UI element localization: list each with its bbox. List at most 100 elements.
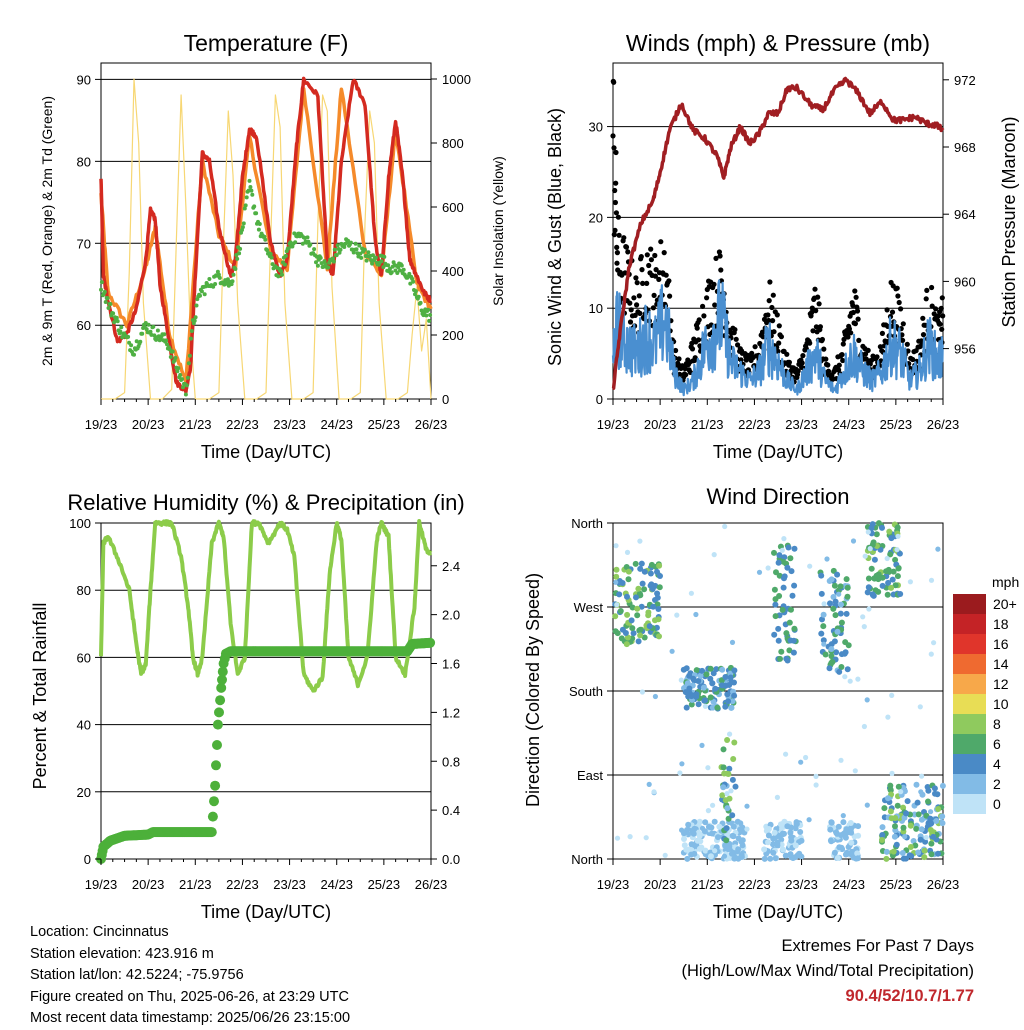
direction-point (712, 685, 719, 692)
direction-point (900, 855, 907, 862)
direction-point (824, 556, 830, 562)
direction-point (928, 851, 935, 858)
gust-point (874, 354, 880, 360)
direction-point (707, 694, 714, 701)
gust-point (850, 302, 856, 308)
data-point (332, 247, 337, 252)
winds-series (610, 76, 946, 397)
direction-point (641, 586, 648, 593)
direction-point (774, 842, 781, 849)
y2-tick-label: 960 (954, 274, 976, 289)
gust-point (895, 293, 901, 299)
direction-point (720, 746, 727, 753)
gust-point (692, 355, 698, 361)
data-point (194, 303, 199, 308)
data-point (263, 237, 268, 242)
gust-point (658, 239, 664, 245)
direction-x-axis-label: Time (Day/UTC) (713, 902, 843, 922)
direction-point (624, 634, 631, 641)
direction-point (933, 818, 940, 824)
gust-point (933, 306, 939, 312)
direction-point (879, 582, 886, 589)
direction-point (868, 565, 875, 572)
data-point (115, 319, 120, 324)
direction-point (771, 834, 778, 841)
legend-swatch (953, 734, 986, 754)
gust-point (644, 280, 650, 286)
legend-swatch (953, 634, 986, 654)
data-point (398, 268, 402, 273)
direction-point (781, 575, 787, 582)
gust-point (651, 292, 657, 298)
direction-point (707, 665, 714, 672)
direction-point (834, 854, 841, 861)
direction-point (879, 574, 886, 581)
direction-point (891, 833, 898, 840)
data-point (322, 259, 327, 264)
y-tick-label: 60 (77, 318, 91, 333)
direction-point (914, 799, 921, 806)
legend-label: 18 (993, 616, 1009, 632)
gust-point (920, 315, 926, 321)
direction-point (884, 555, 890, 562)
data-point (382, 254, 387, 259)
station-info: Location: Cincinnatus Station elevation:… (30, 922, 350, 1030)
gust-point (879, 330, 886, 336)
data-point (238, 246, 243, 251)
legend-swatch (953, 674, 986, 694)
data-point (120, 335, 125, 340)
data-point (249, 188, 254, 193)
direction-point (721, 770, 728, 777)
data-point (198, 293, 202, 298)
data-point (314, 260, 318, 265)
data-point (230, 279, 235, 284)
direction-point (791, 582, 798, 589)
x-tick-label: 21/23 (691, 877, 724, 892)
x-tick-label: 22/23 (738, 417, 771, 432)
direction-point (639, 580, 646, 587)
direction-point (879, 524, 885, 531)
data-point (283, 253, 288, 258)
direction-point (923, 834, 929, 841)
data-point (105, 296, 110, 301)
direction-point (699, 825, 706, 832)
data-point (282, 262, 287, 267)
data-point (379, 259, 384, 264)
direction-point (698, 844, 705, 851)
direction-point (657, 573, 663, 579)
gust-point (713, 255, 719, 261)
direction-point (637, 632, 644, 639)
direction-x-ticks: 19/23 20/23 21/23 22/23 23/23 24/23 25/23 26/23 (597, 859, 959, 892)
gust-point (616, 232, 622, 238)
gust-point (689, 340, 695, 346)
gust-point (610, 133, 616, 139)
direction-point (885, 714, 891, 720)
direction-point (787, 637, 794, 644)
gust-point (718, 267, 724, 273)
direction-point (632, 560, 639, 567)
data-point (427, 318, 432, 323)
extremes-box: Extremes For Past 7 Days (High/Low/Max W… (681, 934, 974, 1009)
temperature-y2-ticks: 0 200 400 600 800 1000 (431, 72, 471, 407)
direction-point (728, 788, 734, 794)
direction-point (633, 594, 639, 601)
direction-point (930, 833, 937, 840)
data-point (213, 282, 218, 286)
direction-point (847, 678, 853, 684)
direction-point (864, 589, 871, 596)
gust-point (854, 308, 861, 314)
y-tick-label: South (569, 684, 603, 699)
direction-point (693, 691, 700, 698)
direction-point (765, 565, 771, 571)
gust-point (825, 368, 832, 374)
direction-point (843, 610, 850, 617)
direction-point (934, 791, 941, 798)
gust-point (939, 295, 945, 301)
direction-point (925, 787, 932, 794)
legend-label: 6 (993, 736, 1001, 752)
gust-point (813, 324, 820, 330)
direction-point (617, 608, 624, 614)
humidity-y-ticks: 0 20 40 60 80 100 (69, 516, 101, 867)
direction-point (902, 834, 908, 840)
winds-x-axis-label: Time (Day/UTC) (713, 442, 843, 462)
